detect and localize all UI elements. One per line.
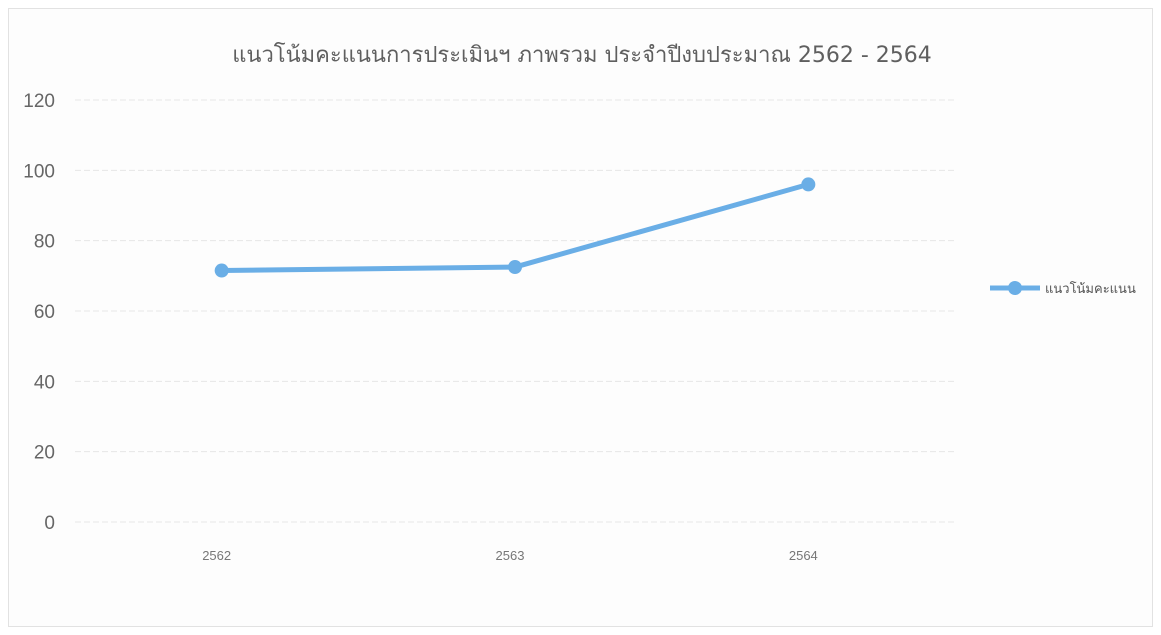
y-tick-label: 120	[23, 91, 55, 112]
data-point-2563	[508, 260, 522, 275]
data-point-2562	[214, 263, 229, 278]
chart-frame	[8, 8, 1153, 627]
legend: แนวโน้มคะแนน	[990, 281, 1136, 297]
x-tick-label: 2563	[496, 548, 525, 563]
y-tick-label: 20	[34, 443, 55, 464]
y-tick-label: 100	[23, 161, 55, 182]
y-tick-label: 60	[34, 302, 55, 323]
x-tick-label: 2564	[789, 548, 818, 563]
legend-label: แนวโน้มคะแนน	[1045, 281, 1136, 297]
series-line-0	[219, 181, 811, 274]
grid-lines	[75, 99, 955, 523]
x-axis-ticks: 2562 2563 2564	[202, 548, 818, 563]
y-tick-label: 40	[34, 372, 55, 393]
y-axis-ticks: 0 20 40 60 80 100 120	[23, 91, 55, 534]
y-tick-label: 80	[34, 232, 55, 253]
y-tick-label: 0	[44, 513, 55, 534]
data-point-2564	[801, 177, 816, 192]
chart-title: แนวโน้มคะแนนการประเมินฯ ภาพรวม ประจำปีงบ…	[232, 42, 932, 68]
x-tick-label: 2562	[202, 548, 231, 563]
legend-marker	[1008, 281, 1022, 295]
series-line	[214, 177, 816, 278]
